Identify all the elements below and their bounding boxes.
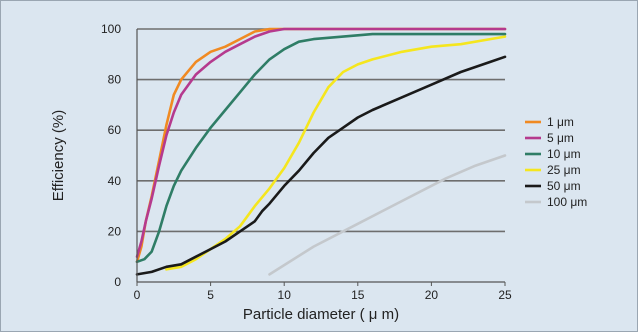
axes xyxy=(136,29,505,283)
series-line-10m xyxy=(135,32,507,264)
series-line-50m xyxy=(135,55,507,276)
x-tick-label: 5 xyxy=(207,288,214,302)
x-tick-label: 25 xyxy=(498,288,512,302)
series-lines xyxy=(135,27,507,276)
x-tick-label: 15 xyxy=(351,288,365,302)
x-tick-label: 0 xyxy=(134,288,141,302)
legend-label: 10 μm xyxy=(547,147,581,161)
x-tick-label: 20 xyxy=(425,288,439,302)
y-tick-label: 40 xyxy=(108,174,122,188)
y-tick-label: 100 xyxy=(101,22,121,36)
y-axis-label: Efficiency (%) xyxy=(50,110,67,201)
legend-label: 50 μm xyxy=(547,179,581,193)
y-tick-label: 80 xyxy=(108,73,122,87)
y-tick-label: 20 xyxy=(108,224,122,238)
series-line-5m xyxy=(135,27,507,258)
legend-label: 100 μm xyxy=(547,195,587,209)
x-tick-label: 10 xyxy=(278,288,292,302)
legend-label: 25 μm xyxy=(547,163,581,177)
y-tick-label: 60 xyxy=(108,123,122,137)
legend-label: 5 μm xyxy=(547,131,574,145)
x-axis-label: Particle diameter ( μ m) xyxy=(243,306,399,323)
grid-lines xyxy=(137,28,505,233)
legend-label: 1 μm xyxy=(547,115,574,129)
legend: 1 μm 5 μm 10 μm 25 μm 50 μm 100 μm xyxy=(525,115,587,209)
series-line-100m xyxy=(268,154,507,276)
tick-labels: 0 5 10 15 20 25 0 20 40 60 80 100 xyxy=(101,22,512,302)
y-tick-label: 0 xyxy=(114,275,121,289)
